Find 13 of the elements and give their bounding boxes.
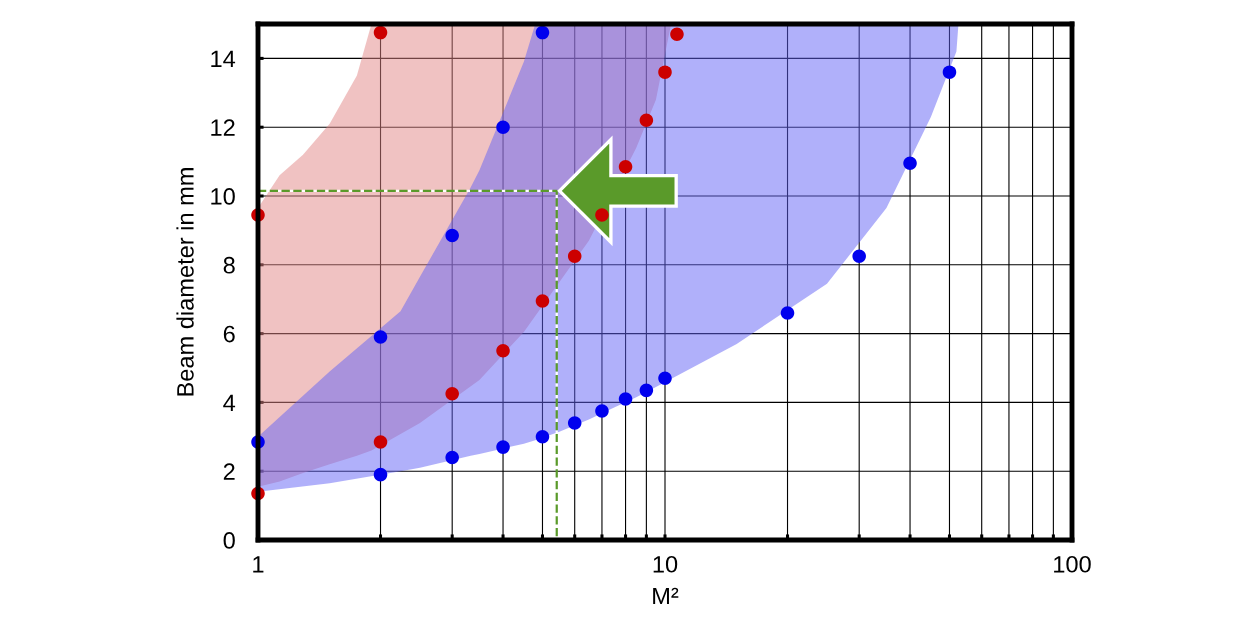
y-tick-label: 8 [223, 256, 235, 274]
y-tick-label: 10 [211, 188, 235, 205]
y-tick-label: 12 [211, 119, 235, 136]
x-tick-label: 10 [653, 555, 678, 573]
y-tick-label: 6 [223, 325, 235, 343]
y-tick-label: 4 [223, 394, 236, 411]
y-tick-label: 2 [223, 463, 235, 480]
x-axis-title: M² [653, 587, 679, 605]
y-tick-label: 14 [211, 50, 236, 67]
y-tick-label: 0 [223, 532, 235, 549]
x-tick-label: 100 [1054, 555, 1091, 573]
x-tick-label: 1 [253, 556, 264, 573]
y-axis-title: Beam diameter in mm [176, 168, 194, 396]
